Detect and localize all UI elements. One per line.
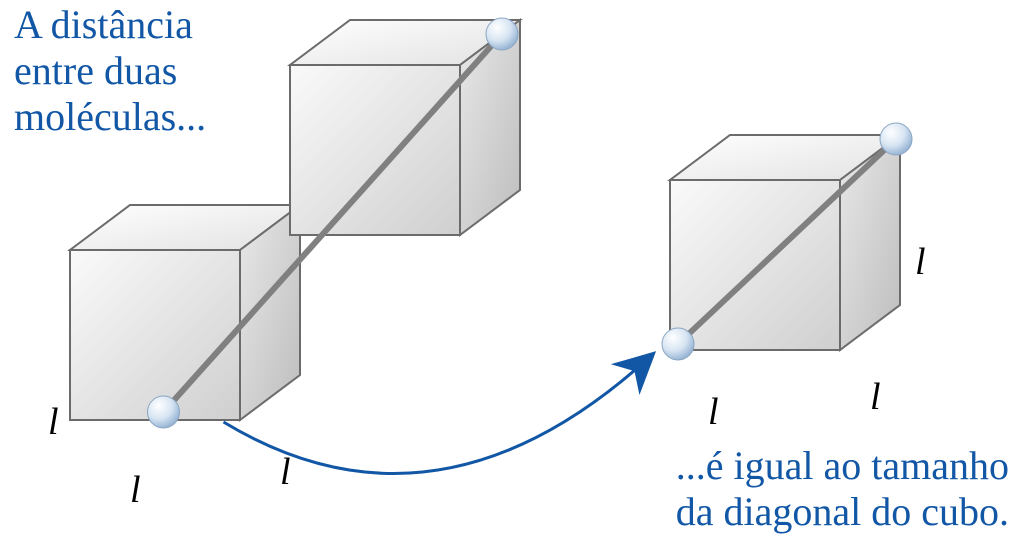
bottom-text-line: ...é igual ao tamanho — [676, 443, 1009, 489]
bottom-text-line: da diagonal do cubo. — [676, 489, 1009, 535]
molecule-sphere — [880, 123, 912, 155]
edge-label: l — [48, 400, 59, 444]
edge-label: l — [915, 240, 926, 284]
molecule-sphere — [662, 328, 694, 360]
diagram-stage: A distância entre duas moléculas... ...é… — [0, 0, 1023, 543]
molecule-sphere — [148, 396, 180, 428]
edge-label: l — [708, 390, 719, 434]
molecule-sphere — [486, 18, 518, 50]
edge-label: l — [130, 468, 141, 512]
edge-label: l — [870, 375, 881, 419]
bottom-text: ...é igual ao tamanho da diagonal do cub… — [676, 443, 1009, 535]
edge-label: l — [280, 450, 291, 494]
